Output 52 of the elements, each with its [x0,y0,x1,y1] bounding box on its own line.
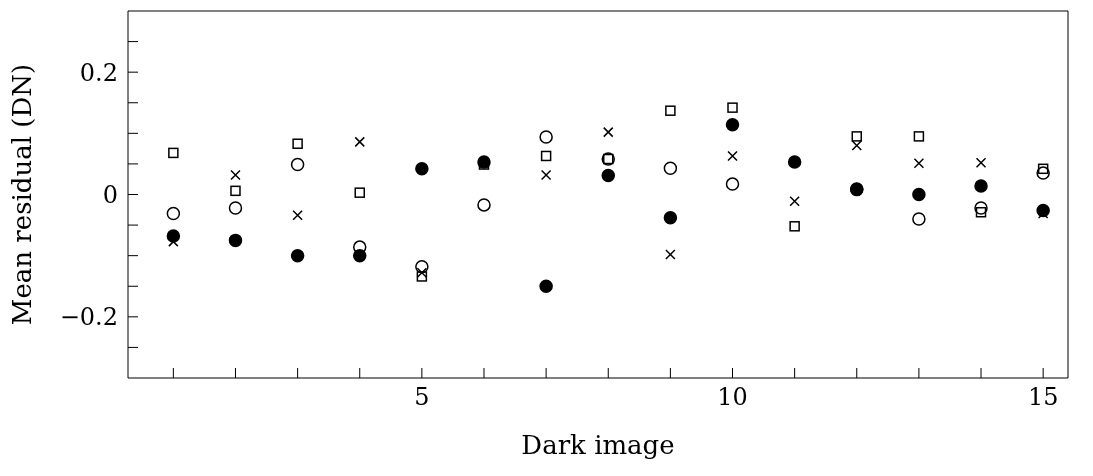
point [974,179,988,193]
point [913,158,925,169]
point [1037,163,1049,175]
point [787,155,802,169]
point [601,168,615,183]
point [974,201,988,215]
y-tick-label: −0.2 [59,303,118,332]
point [851,131,863,142]
point [603,126,614,138]
point [292,210,303,221]
point [727,102,738,113]
point [1036,166,1050,180]
point [228,233,243,248]
point [975,157,987,168]
point [354,136,365,148]
point [292,138,303,149]
point [725,118,740,132]
point [168,147,179,159]
y-tick-label: 0 [102,181,118,210]
point [539,130,553,144]
point [415,259,429,274]
point [727,150,738,162]
point [975,206,987,218]
point [789,221,800,232]
y-tick-label: 0.2 [79,58,118,87]
point [851,140,863,151]
point [912,212,926,226]
point [290,157,305,172]
x-tick-label: 5 [414,383,430,412]
point [290,248,305,263]
x-tick-label: 15 [1027,383,1059,412]
point [912,187,926,202]
x-axis-title: Dark image [521,430,675,460]
point [415,162,429,176]
point [539,279,553,293]
point [665,105,676,116]
point [228,201,243,215]
point [166,206,181,221]
point [725,177,740,191]
point [416,271,428,282]
point [663,210,678,225]
point [230,185,241,197]
y-axis-title: Mean residual (DN) [7,63,38,326]
point [230,169,241,181]
point [354,187,365,198]
point [477,198,491,212]
point [540,150,552,162]
x-tick-label: 10 [717,383,748,412]
point [663,161,678,175]
point [913,131,925,142]
point [789,195,800,207]
point [352,240,367,254]
